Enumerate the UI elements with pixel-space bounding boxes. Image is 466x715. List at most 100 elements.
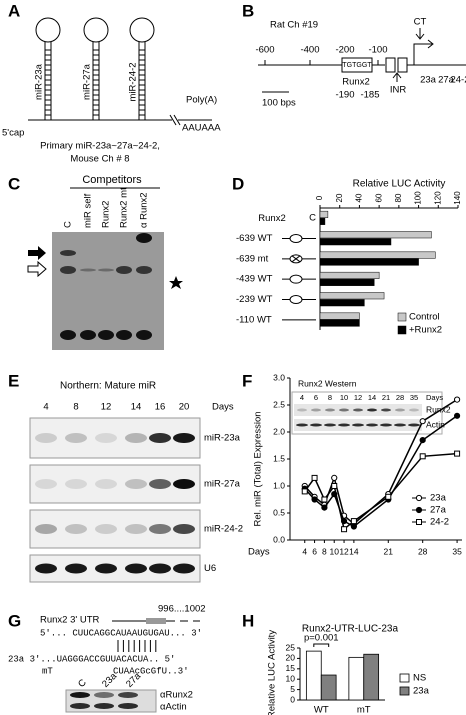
bar [319, 238, 392, 246]
band [136, 233, 152, 243]
motif-box [341, 57, 373, 73]
construct-label: Runx2 [258, 213, 285, 224]
y-tick-label: 0 [290, 694, 295, 704]
inset-day: 4 [300, 393, 304, 402]
band [173, 563, 195, 574]
lane-label: C [76, 677, 89, 690]
y-tick-label: 25 [286, 642, 296, 652]
band [149, 524, 171, 534]
annotation: p=0.001 [304, 633, 339, 644]
x-tick-label: 14 [349, 546, 359, 556]
legend-label: NS [413, 673, 426, 684]
band [173, 433, 195, 443]
y-tick-label: 20 [286, 653, 296, 663]
band [95, 524, 117, 534]
legend-label: 27a [430, 505, 447, 516]
x-tick-label: 100 [414, 191, 423, 205]
bar [320, 674, 337, 701]
marker [311, 474, 318, 481]
runx2-site [289, 295, 303, 304]
y-tick-label: 0.0 [273, 534, 285, 544]
blot-label: miR-24-2 [204, 524, 243, 535]
legend-swatch [399, 686, 410, 696]
marker [331, 483, 338, 489]
bar [348, 656, 365, 701]
band [98, 330, 114, 340]
ct-label: CT [414, 17, 427, 28]
position-label: -400 [300, 45, 319, 56]
break [169, 114, 177, 126]
band [125, 479, 147, 489]
chart-title: Relative LUC Activity [353, 179, 446, 190]
panel-label: F [242, 371, 252, 390]
band [125, 524, 147, 534]
band [173, 524, 195, 534]
panel-label: A [8, 1, 20, 20]
element-box [397, 57, 408, 73]
inr-arrow [392, 72, 402, 82]
band [35, 563, 57, 574]
band [149, 563, 171, 574]
band [125, 563, 147, 574]
band [352, 423, 364, 427]
band [116, 266, 132, 274]
inset-day-label: Days [426, 393, 443, 402]
band [380, 423, 392, 427]
category-label: -239 WT [236, 294, 273, 305]
panel-label: E [8, 371, 19, 390]
band [70, 703, 90, 709]
category-label: C [309, 213, 316, 224]
bar [319, 217, 326, 225]
band [65, 433, 87, 443]
y-axis-label: Relative LUC Activity [267, 630, 278, 715]
significance-bracket [313, 643, 330, 647]
heading: Competitors [82, 174, 142, 186]
lane-label: C [63, 221, 74, 228]
scale-label: 100 bps [262, 98, 296, 109]
band [60, 266, 76, 274]
day-label: 16 [155, 402, 166, 413]
band [94, 692, 114, 698]
band [381, 408, 391, 412]
inset-day: 10 [340, 393, 348, 402]
bar [319, 258, 419, 266]
y-tick-label: 3.0 [273, 372, 285, 382]
band [60, 330, 76, 340]
day-axis-label: Days [212, 402, 234, 413]
inset-day: 21 [382, 393, 390, 402]
star [169, 276, 183, 289]
legend-label: 23a [413, 686, 430, 697]
signal-label: AAUAAA [182, 123, 221, 134]
bar [305, 650, 322, 701]
loop [129, 17, 155, 43]
x-tick-label: 28 [418, 546, 428, 556]
legend-marker [415, 494, 423, 502]
marker [321, 496, 328, 503]
x-axis-label: Days [248, 547, 270, 558]
panel-label: D [232, 174, 244, 193]
blot-label: U6 [204, 563, 216, 574]
legend-swatch [399, 673, 410, 683]
category-label: -439 WT [236, 274, 273, 285]
marker [311, 496, 318, 503]
polya-label: Poly(A) [186, 95, 217, 106]
x-tick-label: 21 [384, 546, 394, 556]
legend-marker [416, 519, 422, 525]
band [35, 433, 57, 443]
band [95, 563, 117, 574]
x-tick-label: 0 [315, 195, 324, 200]
inset-day: 14 [368, 393, 376, 402]
band [118, 703, 138, 709]
band [98, 268, 114, 272]
x-tick-label: 20 [335, 193, 344, 202]
loop [35, 17, 61, 43]
band [65, 479, 87, 489]
x-tick-label: 10 [329, 546, 339, 556]
marker [419, 437, 426, 444]
band [125, 433, 147, 443]
legend-label: +Runx2 [409, 325, 442, 336]
locus: Rat Ch #19 [270, 20, 318, 31]
y-tick-label: 1.0 [273, 480, 285, 490]
element-box [385, 57, 396, 73]
band [338, 423, 350, 427]
